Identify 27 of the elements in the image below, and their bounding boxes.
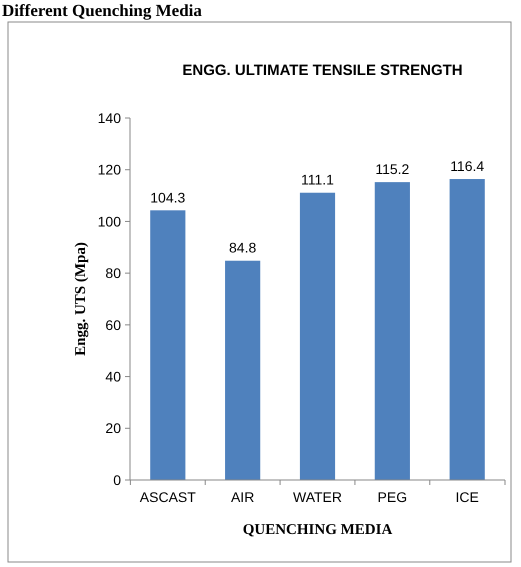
- y-tick-label: 0: [113, 472, 122, 488]
- bar: [150, 210, 186, 480]
- x-axis-title: QUENCHING MEDIA: [242, 522, 392, 538]
- y-tick-label: 40: [105, 368, 122, 384]
- data-label: 84.8: [229, 240, 256, 256]
- y-tick-label: 80: [105, 265, 122, 282]
- data-label: 104.3: [150, 189, 186, 206]
- bar: [225, 260, 260, 480]
- y-tick-label: 60: [105, 316, 122, 333]
- x-tick-label: ASCAST: [140, 489, 196, 505]
- chart-title: ENGG. ULTIMATE TENSILE STRENGTH: [182, 62, 463, 79]
- x-tick-label: PEG: [378, 489, 408, 505]
- y-tick-label: 140: [98, 110, 122, 126]
- y-tick-label: 120: [98, 162, 122, 178]
- data-label: 116.4: [450, 158, 484, 174]
- y-axis-title: Engg. UTS (Mpa): [73, 242, 89, 356]
- text: Different Quenching Media: [2, 1, 202, 20]
- x-tick-label: ICE: [456, 489, 479, 505]
- data-label: 111.1: [301, 172, 334, 188]
- bar: [374, 182, 410, 480]
- data-label: 115.2: [375, 161, 410, 178]
- bar: [450, 179, 485, 480]
- x-tick-label: WATER: [293, 489, 342, 505]
- bar: [300, 192, 336, 480]
- y-tick-label: 100: [98, 213, 122, 230]
- y-tick-label: 20: [105, 420, 122, 436]
- x-tick-label: AIR: [230, 489, 254, 505]
